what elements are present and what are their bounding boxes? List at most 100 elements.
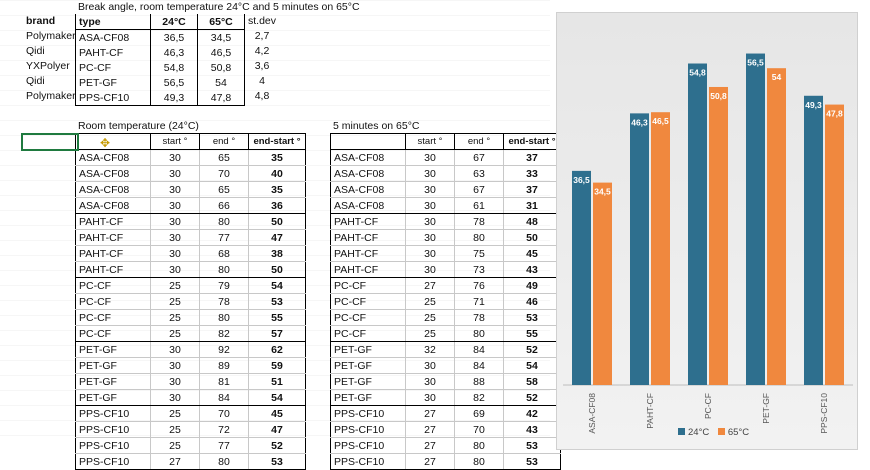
start-cell[interactable]: 25 bbox=[405, 293, 455, 310]
diff-header[interactable]: end-start ° bbox=[248, 133, 306, 150]
material-cell[interactable]: PET-GF bbox=[75, 389, 151, 406]
material-cell[interactable]: PC-CF bbox=[330, 325, 406, 342]
end-cell[interactable]: 63 bbox=[454, 165, 504, 182]
diff-cell[interactable]: 43 bbox=[503, 421, 561, 438]
material-cell[interactable]: PET-GF bbox=[75, 357, 151, 374]
diff-cell[interactable]: 37 bbox=[503, 181, 561, 198]
stdev-cell[interactable]: 3,6 bbox=[254, 60, 270, 72]
material-cell[interactable]: PET-GF bbox=[330, 357, 406, 374]
material-cell[interactable]: ASA-CF08 bbox=[75, 149, 151, 166]
start-cell[interactable]: 25 bbox=[405, 309, 455, 326]
bar-asa-cf08-24c[interactable] bbox=[572, 170, 591, 385]
start-cell[interactable]: 30 bbox=[150, 165, 200, 182]
t65-cell[interactable]: 47,8 bbox=[197, 90, 245, 106]
t65-header[interactable]: 65°C bbox=[197, 14, 245, 30]
start-cell[interactable]: 30 bbox=[150, 181, 200, 198]
start-cell[interactable]: 27 bbox=[405, 437, 455, 454]
start-cell[interactable]: 30 bbox=[150, 229, 200, 246]
start-cell[interactable]: 30 bbox=[405, 245, 455, 262]
end-cell[interactable]: 80 bbox=[454, 437, 504, 454]
brand-cell[interactable]: Qidi bbox=[26, 45, 45, 57]
material-cell[interactable]: PPS-CF10 bbox=[75, 421, 151, 438]
material-cell[interactable]: PAHT-CF bbox=[75, 213, 151, 230]
bar-pet-gf-65c[interactable] bbox=[767, 68, 786, 385]
diff-cell[interactable]: 55 bbox=[503, 325, 561, 342]
diff-cell[interactable]: 33 bbox=[503, 165, 561, 182]
end-header[interactable]: end ° bbox=[454, 133, 504, 150]
start-cell[interactable]: 30 bbox=[150, 149, 200, 166]
diff-cell[interactable]: 38 bbox=[248, 245, 306, 262]
start-cell[interactable]: 27 bbox=[405, 421, 455, 438]
end-cell[interactable]: 73 bbox=[454, 261, 504, 278]
start-cell[interactable]: 30 bbox=[405, 389, 455, 406]
end-cell[interactable]: 82 bbox=[454, 389, 504, 406]
end-cell[interactable]: 80 bbox=[454, 229, 504, 246]
start-cell[interactable]: 25 bbox=[150, 277, 200, 294]
t24-cell[interactable]: 49,3 bbox=[150, 90, 198, 106]
type-cell[interactable]: PAHT-CF bbox=[75, 45, 151, 60]
material-cell[interactable]: PET-GF bbox=[330, 389, 406, 406]
t65-cell[interactable]: 46,5 bbox=[197, 45, 245, 60]
diff-cell[interactable]: 54 bbox=[503, 357, 561, 374]
end-cell[interactable]: 72 bbox=[199, 421, 249, 438]
material-cell[interactable]: ASA-CF08 bbox=[75, 181, 151, 198]
material-cell[interactable]: PAHT-CF bbox=[75, 261, 151, 278]
end-cell[interactable]: 70 bbox=[454, 421, 504, 438]
start-cell[interactable]: 25 bbox=[150, 421, 200, 438]
material-cell[interactable]: PC-CF bbox=[75, 293, 151, 310]
end-cell[interactable]: 65 bbox=[199, 181, 249, 198]
material-cell[interactable]: PC-CF bbox=[75, 325, 151, 342]
end-cell[interactable]: 80 bbox=[199, 453, 249, 470]
diff-cell[interactable]: 31 bbox=[503, 197, 561, 214]
diff-cell[interactable]: 62 bbox=[248, 341, 306, 358]
end-cell[interactable]: 67 bbox=[454, 149, 504, 166]
diff-cell[interactable]: 54 bbox=[248, 277, 306, 294]
end-cell[interactable]: 78 bbox=[199, 293, 249, 310]
material-cell[interactable]: PPS-CF10 bbox=[330, 421, 406, 438]
start-cell[interactable]: 25 bbox=[150, 437, 200, 454]
start-cell[interactable]: 30 bbox=[405, 261, 455, 278]
material-cell[interactable]: ASA-CF08 bbox=[330, 165, 406, 182]
start-cell[interactable]: 30 bbox=[405, 357, 455, 374]
material-cell[interactable]: PET-GF bbox=[75, 373, 151, 390]
diff-cell[interactable]: 52 bbox=[503, 389, 561, 406]
stdev-cell[interactable]: 2,7 bbox=[254, 30, 270, 42]
material-cell[interactable]: PPS-CF10 bbox=[330, 437, 406, 454]
t24-cell[interactable]: 46,3 bbox=[150, 45, 198, 60]
start-cell[interactable]: 30 bbox=[150, 389, 200, 406]
start-header[interactable]: start ° bbox=[150, 133, 200, 150]
diff-cell[interactable]: 57 bbox=[248, 325, 306, 342]
end-cell[interactable]: 67 bbox=[454, 181, 504, 198]
end-cell[interactable]: 78 bbox=[454, 213, 504, 230]
start-cell[interactable]: 25 bbox=[150, 293, 200, 310]
diff-cell[interactable]: 35 bbox=[248, 149, 306, 166]
start-cell[interactable]: 27 bbox=[405, 453, 455, 470]
end-cell[interactable]: 80 bbox=[199, 261, 249, 278]
material-cell[interactable]: PC-CF bbox=[75, 277, 151, 294]
end-cell[interactable]: 65 bbox=[199, 149, 249, 166]
material-cell[interactable]: PAHT-CF bbox=[330, 245, 406, 262]
type-cell[interactable]: ASA-CF08 bbox=[75, 29, 151, 45]
diff-cell[interactable]: 40 bbox=[248, 165, 306, 182]
diff-cell[interactable]: 47 bbox=[248, 421, 306, 438]
type-header[interactable]: type bbox=[75, 14, 151, 30]
t24-cell[interactable]: 36,5 bbox=[150, 29, 198, 45]
material-cell[interactable]: PPS-CF10 bbox=[75, 453, 151, 470]
end-cell[interactable]: 69 bbox=[454, 405, 504, 422]
t65-cell[interactable]: 54 bbox=[197, 75, 245, 90]
diff-cell[interactable]: 53 bbox=[248, 293, 306, 310]
material-cell[interactable]: PAHT-CF bbox=[75, 245, 151, 262]
brand-cell[interactable]: YXPolyer bbox=[26, 60, 70, 72]
end-header[interactable]: end ° bbox=[199, 133, 249, 150]
end-cell[interactable]: 76 bbox=[454, 277, 504, 294]
stdev-cell[interactable]: 4,8 bbox=[254, 90, 270, 102]
start-cell[interactable]: 30 bbox=[150, 261, 200, 278]
material-cell[interactable]: PAHT-CF bbox=[330, 213, 406, 230]
diff-cell[interactable]: 50 bbox=[503, 229, 561, 246]
start-cell[interactable]: 25 bbox=[150, 309, 200, 326]
material-cell[interactable]: ASA-CF08 bbox=[75, 197, 151, 214]
diff-cell[interactable]: 53 bbox=[503, 309, 561, 326]
end-cell[interactable]: 80 bbox=[199, 309, 249, 326]
material-cell[interactable]: PAHT-CF bbox=[75, 229, 151, 246]
bar-paht-cf-65c[interactable] bbox=[651, 112, 670, 385]
